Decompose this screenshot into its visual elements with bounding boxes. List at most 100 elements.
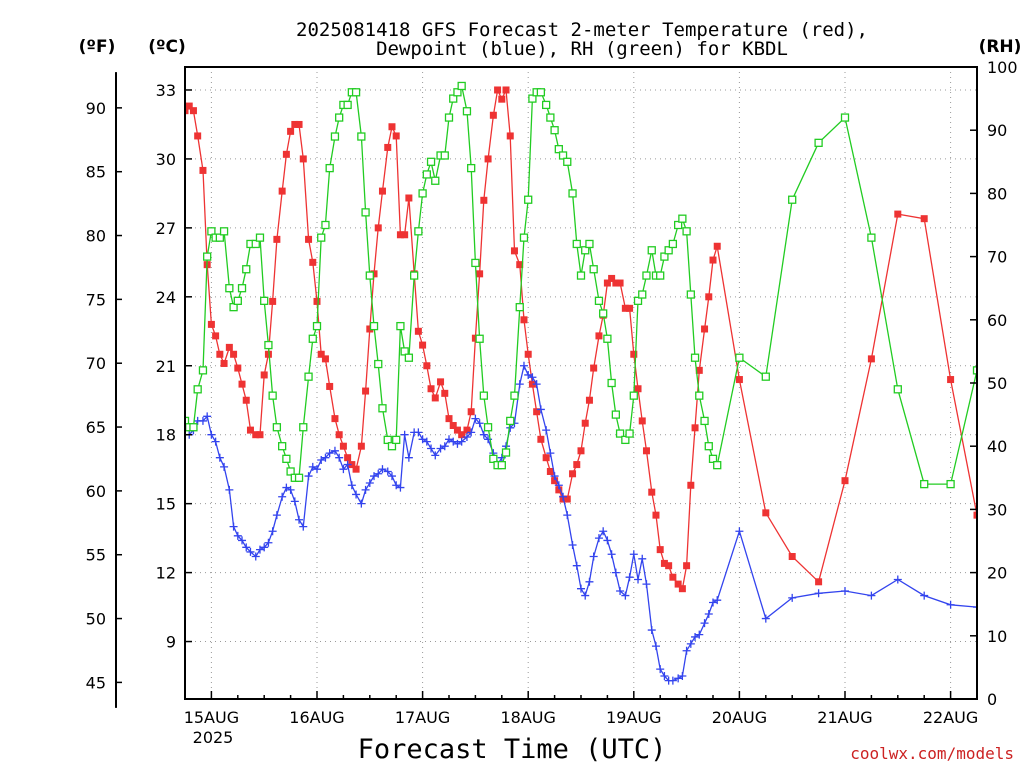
dewpoint-point [479,430,488,439]
series-dewpoint [185,361,1007,685]
temperature-point [374,224,382,232]
x-axis-label: Forecast Time (UTC) [358,734,667,765]
dewpoint-point [629,550,638,559]
temperature-point [660,559,668,567]
rh-point [713,461,722,470]
temperature-point [331,415,339,423]
dewpoint-point [238,536,247,545]
rh-point [660,252,669,261]
rh-point [594,296,604,305]
fahrenheit-tick-label: 70 [86,354,106,373]
rh-point [361,208,370,217]
temperature-point [252,431,260,439]
temperature-point [585,396,593,404]
temperature-point [246,426,254,434]
temperature-point [441,389,449,397]
fahrenheit-tick-label: 45 [86,673,106,692]
dewpoint-point [713,596,722,605]
dewpoint-point [264,538,273,547]
dewpoint-point [616,586,625,595]
dewpoint-point [339,465,348,474]
series-layer [185,81,1007,685]
rh-point [563,157,572,166]
temperature-point [674,580,682,588]
rh-point [576,271,586,280]
rh-point [946,479,955,489]
rh-point [431,176,440,185]
dewpoint-point [621,591,630,600]
dewpoint-point [973,603,977,612]
temperature-point [616,279,624,287]
temperature-point [207,320,215,328]
dewpoint-point [550,472,559,481]
dewpoint-point [352,490,361,499]
rh-point [387,442,397,451]
rh-point [357,132,366,141]
temperature-point [656,546,664,554]
dewpoint-point [317,455,326,464]
rh-point [457,81,466,91]
temperature-point [506,132,514,140]
temperature-point [678,585,686,593]
rh-point [690,353,700,362]
fahrenheit-tick-label: 60 [86,482,106,501]
rh-point [656,271,665,280]
dewpoint-point [841,586,849,595]
temperature-point [216,350,224,358]
rh-point [528,94,537,103]
dewpoint-point [946,600,955,609]
rh-unit-label: (RH) [979,37,1022,57]
temperature-point [542,454,550,462]
rh-point [607,378,616,388]
temperature-point [546,467,554,475]
rh-point [686,290,695,299]
dewpoint-point [220,462,229,471]
dewpoint-point [246,547,255,556]
rh-point [251,239,260,249]
rh-point [330,132,340,141]
rh-point [515,303,524,312]
dewpoint-point [542,426,551,435]
axes-layer: 45 50 55 60 65 70 75 80 85 90 9 12 15 18 21 24 27 30 33 0 10… [86,58,1018,727]
temperature-point [947,376,955,384]
dewpoint-point [268,527,277,536]
rh-point [193,385,202,394]
rh-point [972,366,977,375]
dewpoint-point [471,414,480,423]
rh-point [471,258,480,268]
temperature-point [431,394,439,402]
rh-point [229,303,238,312]
dewpoint-point [686,639,695,648]
dewpoint-point [414,428,423,437]
rh-point [189,423,198,432]
dewpoint-point [272,511,281,520]
rh-point [233,296,242,305]
temperature-point [471,334,479,342]
chart-title-line-2: Dewpoint (blue), RH (green) for KBDL [376,38,788,60]
rh-point [840,113,850,122]
dewpoint-point [286,485,295,494]
temperature-point [841,477,849,485]
temperature-point [516,261,524,269]
dewpoint-point [999,603,1007,611]
rh-tick-label: 10 [987,627,1007,646]
temperature-point [256,431,264,439]
x-tick-label: 18AUG [500,708,555,727]
celsius-tick-label: 21 [156,357,176,376]
temperature-point [520,316,528,324]
celsius-tick-label: 18 [156,426,176,445]
temperature-point [419,341,427,349]
rh-point [475,334,484,343]
dewpoint-point [290,497,299,506]
dewpoint-point [211,437,220,446]
rh-point [400,347,409,356]
temperature-point [282,150,290,158]
credit-link[interactable]: coolwx.com/models [850,744,1014,763]
temperature-point [581,419,589,427]
temperature-point [642,447,650,455]
rh-tick-label: 0 [987,690,997,709]
dewpoint-point [559,492,568,501]
temperature-point [695,366,703,374]
dewpoint-point [308,462,317,471]
year-label: 2025 [193,728,234,747]
